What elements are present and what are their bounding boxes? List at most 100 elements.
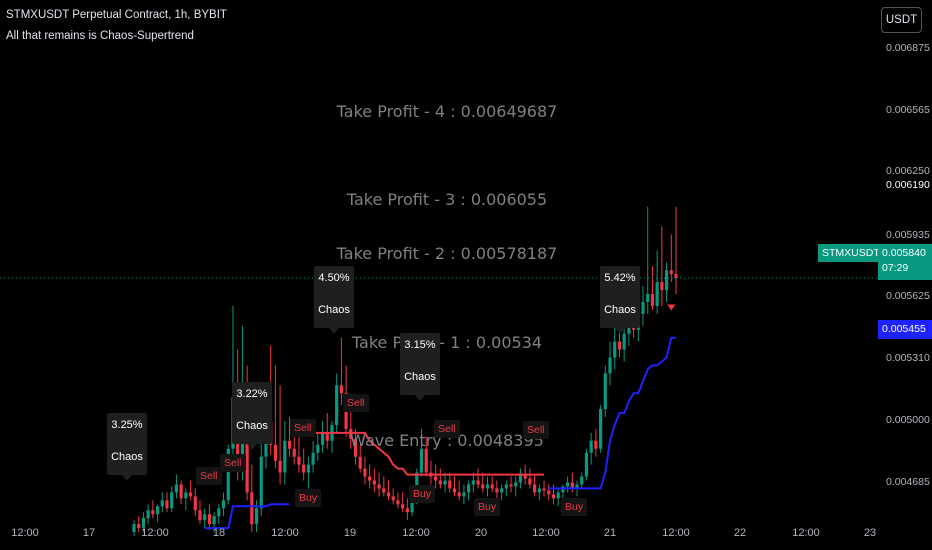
candle-body bbox=[528, 478, 532, 485]
y-tick: 0.005310 bbox=[886, 352, 930, 364]
candle-body bbox=[410, 500, 414, 513]
candle-body bbox=[443, 480, 447, 485]
candle-body bbox=[674, 274, 678, 279]
sell-arrow-icon bbox=[667, 304, 676, 311]
x-tick: 12:00 bbox=[402, 527, 430, 539]
chaos-label: 4.50% Chaos bbox=[314, 266, 354, 334]
candle-body bbox=[660, 282, 664, 291]
candle-body bbox=[641, 301, 645, 314]
candle-body bbox=[438, 480, 442, 485]
candle-body bbox=[302, 464, 306, 473]
candle-body bbox=[570, 482, 574, 489]
candle-body bbox=[335, 385, 339, 425]
candle-body bbox=[368, 476, 372, 481]
candle-body bbox=[198, 510, 202, 521]
x-tick: 12:00 bbox=[141, 527, 169, 539]
candle-body bbox=[551, 494, 556, 499]
candle-body bbox=[278, 460, 282, 473]
y-tick: 0.005000 bbox=[886, 414, 930, 426]
candle-body bbox=[155, 506, 160, 515]
candle-body bbox=[325, 432, 329, 441]
currency-button[interactable]: USDT bbox=[881, 7, 922, 33]
candle-body bbox=[401, 504, 405, 509]
x-tick: 20 bbox=[474, 527, 488, 539]
candle-body bbox=[174, 484, 179, 493]
take-profit-1-label: Take Profit - 1 : 0.00534 bbox=[351, 333, 543, 352]
candle-body bbox=[188, 492, 193, 497]
candle-body bbox=[203, 514, 207, 521]
candle-body bbox=[518, 474, 523, 483]
sell-signal: Sell bbox=[220, 454, 246, 472]
x-tick: 12:00 bbox=[271, 527, 299, 539]
supertrend-up-line bbox=[548, 336, 676, 490]
candle-body bbox=[556, 492, 560, 499]
candle-body bbox=[664, 270, 669, 291]
y-tick: 0.005935 bbox=[886, 229, 930, 241]
candle-body bbox=[320, 432, 325, 445]
chaos-percent: 3.22% bbox=[236, 388, 268, 400]
candle-body bbox=[622, 333, 626, 350]
x-tick: 12:00 bbox=[532, 527, 560, 539]
candle-body bbox=[358, 456, 362, 469]
chaos-percent: 3.15% bbox=[404, 339, 436, 351]
chaos-percent: 5.42% bbox=[604, 272, 636, 284]
chaos-text: Chaos bbox=[404, 371, 436, 383]
supertrend-layer bbox=[204, 336, 676, 530]
candle-body bbox=[424, 448, 428, 473]
candle-body bbox=[452, 488, 457, 493]
candle-body bbox=[193, 496, 197, 511]
sell-signal: Sell bbox=[196, 467, 222, 485]
candle-body bbox=[523, 474, 527, 479]
candle-body bbox=[575, 484, 579, 489]
x-tick: 12:00 bbox=[662, 527, 690, 539]
candle-body bbox=[311, 452, 315, 465]
candle-body bbox=[132, 524, 136, 533]
buy-signal: Buy bbox=[295, 489, 322, 507]
x-tick: 19 bbox=[343, 527, 357, 539]
candle-body bbox=[613, 341, 617, 358]
chaos-text: Chaos bbox=[318, 304, 350, 316]
candle-body bbox=[245, 440, 249, 493]
candle-body bbox=[594, 440, 598, 449]
candle-body bbox=[212, 516, 216, 525]
x-tick: 21 bbox=[603, 527, 617, 539]
candle-body bbox=[566, 482, 570, 487]
supertrend-down-line bbox=[294, 431, 544, 476]
candle-body bbox=[495, 488, 499, 493]
chaos-label: 3.22% Chaos bbox=[232, 382, 272, 450]
candle-body bbox=[353, 438, 358, 457]
candle-body bbox=[386, 492, 391, 497]
x-tick: 17 bbox=[82, 527, 96, 539]
candle-body bbox=[608, 357, 612, 374]
candle-body bbox=[363, 468, 367, 477]
candle-body bbox=[547, 490, 551, 495]
candle-body bbox=[377, 484, 381, 489]
candle-body bbox=[297, 456, 301, 465]
candle-body bbox=[283, 440, 287, 473]
sell-signal: Sell bbox=[523, 421, 549, 439]
bar-countdown: 07:29 bbox=[882, 262, 909, 274]
candle-body bbox=[500, 488, 504, 493]
last-price-value: 0.005840 bbox=[882, 247, 926, 259]
candle-body bbox=[646, 294, 650, 302]
candle-body bbox=[580, 476, 584, 485]
x-tick: 18 bbox=[212, 527, 226, 539]
chaos-label: 3.25% Chaos bbox=[107, 413, 147, 481]
candle-body bbox=[221, 500, 226, 509]
buy-signal: Buy bbox=[474, 498, 501, 516]
candle-body bbox=[457, 492, 461, 497]
candle-body bbox=[372, 480, 376, 485]
candle-body bbox=[584, 452, 589, 477]
y-tick: 0.005625 bbox=[886, 290, 930, 302]
x-tick: 12:00 bbox=[792, 527, 820, 539]
y-tick-high: 0.006190 bbox=[886, 179, 932, 191]
candle-body bbox=[467, 484, 471, 493]
chart-title: STMXUSDT Perpetual Contract, 1h, BYBIT bbox=[6, 9, 227, 21]
candle-body bbox=[419, 448, 424, 473]
candle-body bbox=[141, 518, 146, 529]
wave-entry-label: Wave Entry : 0.0048395 bbox=[350, 431, 544, 450]
candle-body bbox=[316, 444, 320, 453]
indicator-name: All that remains is Chaos-Supertrend bbox=[6, 30, 194, 42]
candle-body bbox=[481, 484, 485, 489]
chaos-text: Chaos bbox=[111, 451, 143, 463]
